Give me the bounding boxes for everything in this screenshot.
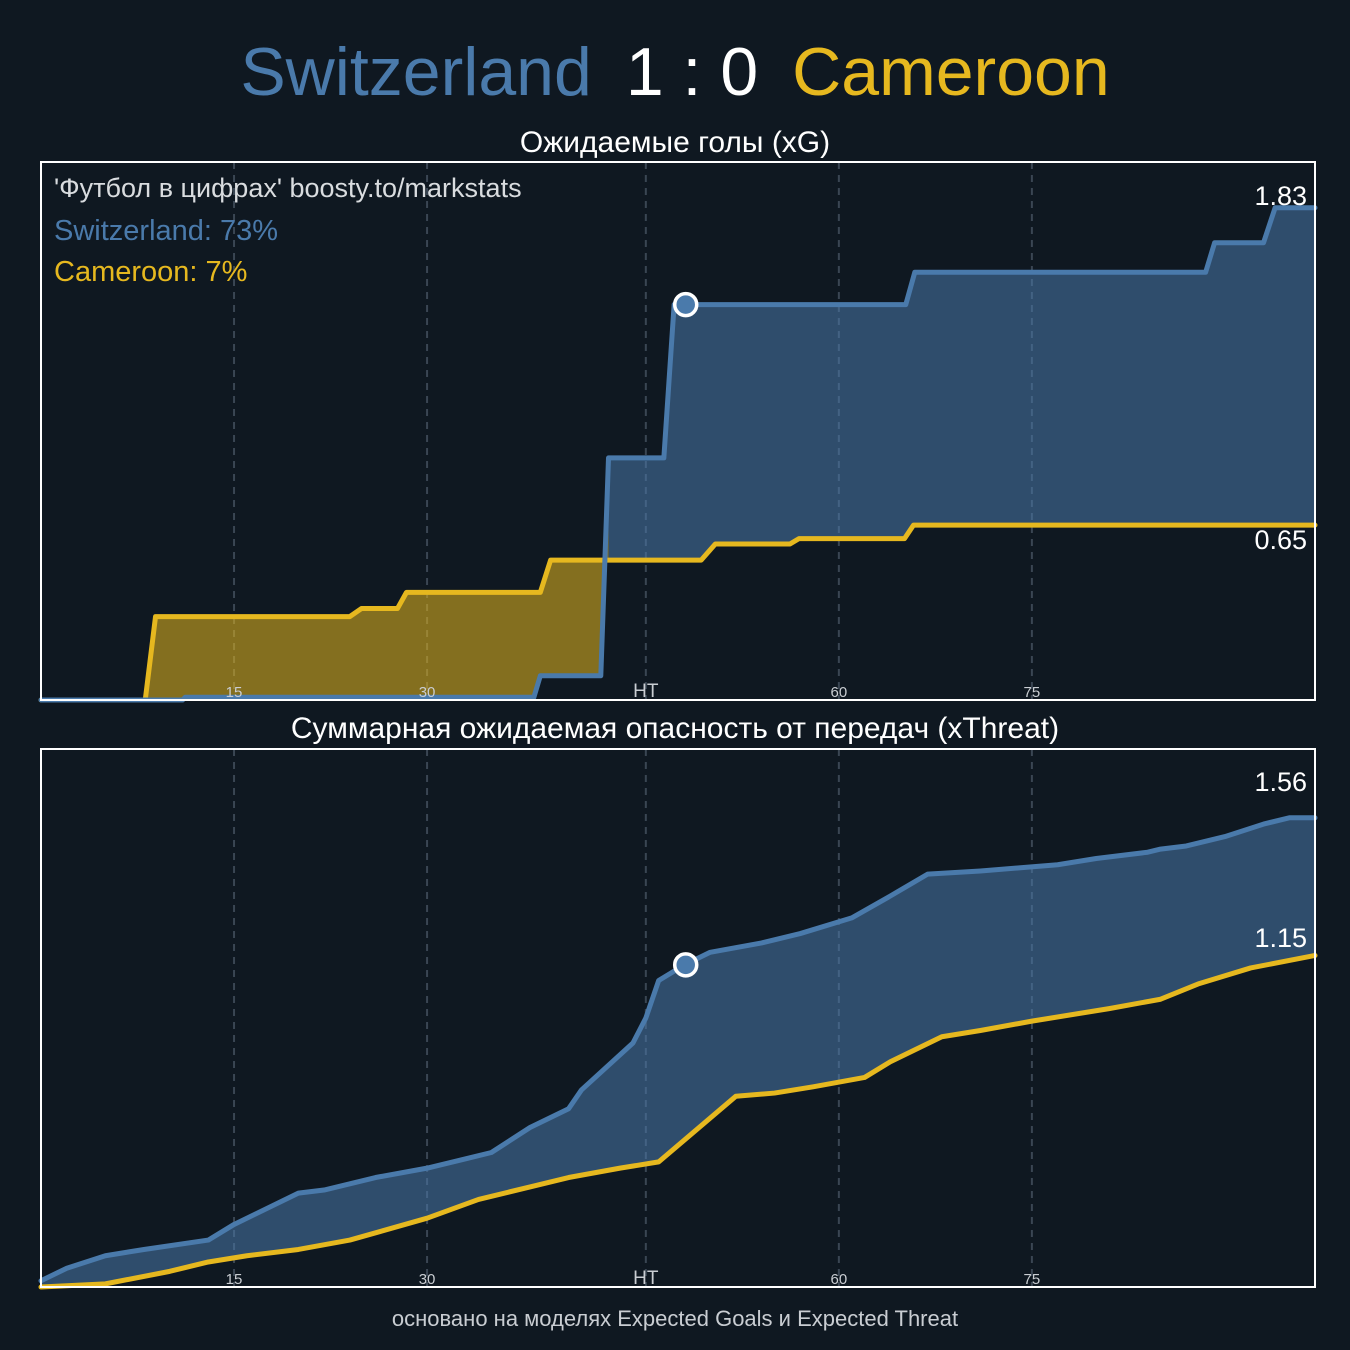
xg-goal-marker <box>672 291 699 318</box>
xg-away-advantage-area <box>41 457 609 700</box>
home-team-name: Switzerland <box>240 34 592 110</box>
xg-watermark: 'Футбол в цифрах' boosty.to/markstats <box>54 173 522 203</box>
xt-away-series-line <box>38 952 1318 1290</box>
xg-legend-home-probability: Switzerland: 73% <box>54 215 278 247</box>
xt-x-tick-label: 30 <box>419 1271 436 1288</box>
match-score: 1 : 0 <box>625 34 759 110</box>
xg-plot-area <box>38 205 1318 703</box>
xg-x-tick-label: 15 <box>226 684 243 701</box>
xg-away-final-label: 0.65 <box>1254 525 1307 555</box>
xg-x-tick-label: 30 <box>419 684 436 701</box>
xg-chart-title: Ожидаемые голы (xG) <box>520 126 830 159</box>
xg-x-tick-label: 60 <box>831 684 848 701</box>
xt-home-final-label: 1.56 <box>1254 767 1307 797</box>
xt-x-tick-label: 15 <box>226 1271 243 1288</box>
xt-x-tick-label: HT <box>633 1268 659 1289</box>
xt-x-tick-label: 60 <box>831 1271 848 1288</box>
xg-away-series-line <box>38 522 1318 703</box>
xt-x-tick-label: 75 <box>1024 1271 1041 1288</box>
xg-x-tick-label: HT <box>633 681 659 702</box>
xg-home-series-line <box>38 205 1318 703</box>
match-header: Switzerland 1 : 0 Cameroon <box>0 22 1350 122</box>
xt-plot-area <box>38 815 1318 1290</box>
xt-home-series-line <box>38 815 1318 1284</box>
xg-x-axis-ticks: 15 30 HT 60 75 <box>226 681 1041 702</box>
away-team-name: Cameroon <box>792 34 1110 110</box>
xt-away-final-label: 1.15 <box>1254 923 1307 953</box>
xg-home-advantage-area <box>608 207 1315 561</box>
xt-chart-frame <box>40 748 1316 1288</box>
xg-home-final-label: 1.83 <box>1254 181 1307 211</box>
xt-home-advantage-area <box>41 817 1315 1287</box>
xt-x-axis-ticks: 15 30 HT 60 75 <box>226 1268 1041 1289</box>
xt-chart-title: Суммарная ожидаемая опасность от передач… <box>291 712 1059 745</box>
footer-note: основано на моделях Expected Goals и Exp… <box>391 1306 959 1331</box>
xt-goal-marker <box>672 952 699 978</box>
xg-x-tick-label: 75 <box>1024 684 1041 701</box>
xg-chart-frame <box>40 161 1316 701</box>
xg-legend-away-probability: Cameroon: 7% <box>54 256 247 288</box>
